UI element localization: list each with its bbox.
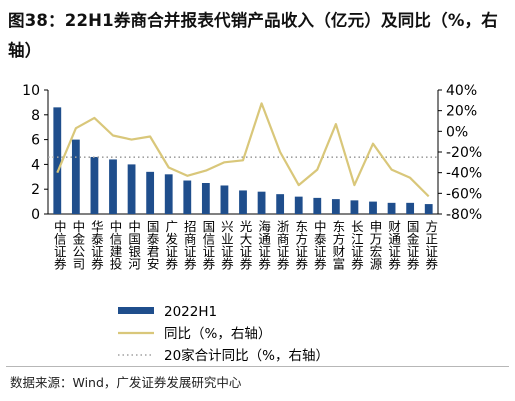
right-tick-label: -60% bbox=[446, 186, 482, 202]
category-label: 中信建投 bbox=[108, 219, 123, 270]
category-label: 招商证券 bbox=[182, 220, 197, 270]
bar bbox=[239, 190, 247, 214]
category-label: 中国银河 bbox=[126, 219, 141, 270]
category-label: 中信证券 bbox=[52, 219, 67, 270]
left-tick-label: 4 bbox=[31, 157, 40, 173]
category-label: 东方财富 bbox=[330, 220, 345, 271]
bar bbox=[406, 202, 415, 214]
bar bbox=[53, 107, 62, 214]
legend-label-bar: 2022H1 bbox=[164, 304, 217, 320]
bar bbox=[387, 202, 396, 214]
category-label: 广发证券 bbox=[163, 220, 178, 270]
category-label: 中泰证券 bbox=[312, 219, 327, 270]
category-label: 中金公司 bbox=[70, 219, 85, 270]
right-tick-label: 40% bbox=[446, 83, 477, 99]
category-label: 兴业证券 bbox=[219, 220, 234, 270]
bar bbox=[127, 164, 136, 214]
category-label: 光大证券 bbox=[238, 220, 253, 270]
category-label: 东方证券 bbox=[293, 220, 308, 270]
category-label: 方正证券 bbox=[423, 219, 438, 270]
right-tick-label: 20% bbox=[446, 104, 477, 120]
category-label: 华泰证券 bbox=[89, 219, 104, 270]
bar bbox=[220, 185, 229, 214]
category-label: 国信证券 bbox=[200, 220, 215, 270]
category-label: 长江证券 bbox=[349, 220, 364, 270]
bar bbox=[313, 197, 322, 214]
bar bbox=[146, 171, 155, 214]
legend-label-reference: 20家合计同比（%，右轴） bbox=[164, 347, 329, 364]
bar bbox=[350, 200, 359, 214]
right-tick-label: 0% bbox=[446, 124, 468, 140]
category-label: 国泰君安 bbox=[145, 220, 160, 270]
left-tick-label: 2 bbox=[31, 182, 40, 198]
bar bbox=[183, 180, 192, 214]
right-tick-label: -40% bbox=[446, 166, 482, 182]
right-tick-label: -80% bbox=[446, 207, 482, 223]
bar bbox=[294, 196, 303, 214]
bar bbox=[109, 159, 117, 214]
bar bbox=[90, 156, 99, 214]
bar bbox=[276, 194, 285, 214]
category-label: 海通证券 bbox=[256, 219, 271, 270]
bar bbox=[71, 139, 80, 214]
left-tick-label: 0 bbox=[31, 207, 40, 223]
yoy-line bbox=[56, 102, 430, 198]
left-tick-label: 6 bbox=[31, 133, 40, 149]
category-label: 国金证券 bbox=[405, 220, 420, 270]
category-label: 申万宏源 bbox=[368, 220, 383, 271]
legend-label-line: 同比（%，右轴） bbox=[164, 326, 271, 342]
source-divider bbox=[6, 366, 509, 367]
bar bbox=[257, 191, 266, 214]
chart-title: 图38：22H1券商合并报表代销产品收入（亿元）及同比（%，右轴） bbox=[8, 11, 498, 60]
bar bbox=[201, 183, 210, 214]
bar bbox=[331, 199, 340, 214]
left-tick-label: 8 bbox=[31, 108, 40, 124]
bar bbox=[369, 201, 377, 214]
category-label: 财通证券 bbox=[386, 220, 401, 270]
left-tick-label: 10 bbox=[22, 83, 40, 99]
category-label: 浙商证券 bbox=[275, 219, 290, 270]
right-tick-label: -20% bbox=[446, 145, 482, 161]
legend-swatch-bar bbox=[118, 307, 154, 314]
source-note: 数据来源：Wind，广发证券发展研究中心 bbox=[10, 375, 242, 390]
bar bbox=[164, 174, 173, 214]
bar bbox=[424, 204, 433, 214]
